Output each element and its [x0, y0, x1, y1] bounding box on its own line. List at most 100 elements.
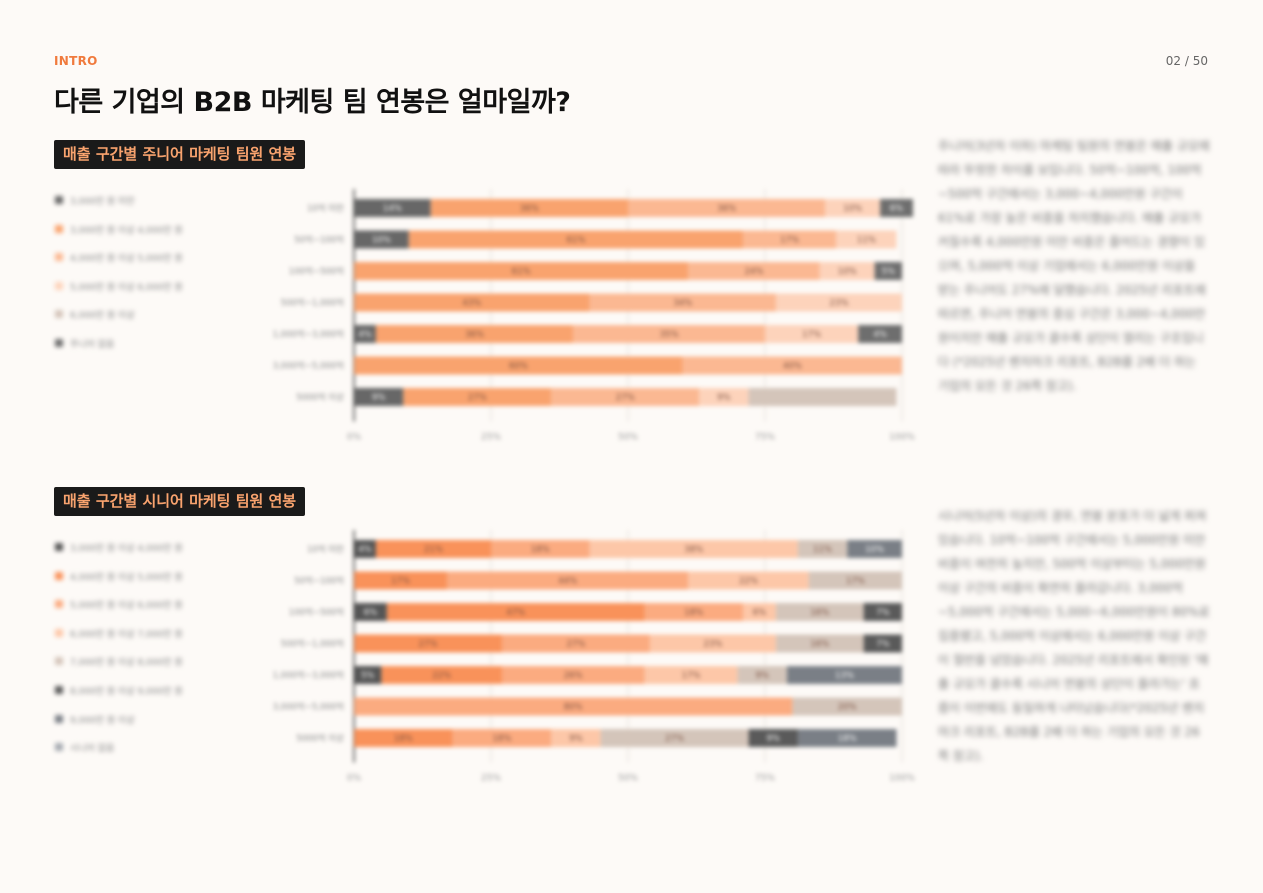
legend-swatch — [55, 600, 63, 609]
data-label: 20% — [838, 703, 857, 713]
data-label: 38% — [684, 545, 703, 555]
data-label: 26% — [564, 671, 583, 681]
data-label: 27% — [616, 393, 635, 403]
category-label: 500억~1,000억 — [281, 298, 344, 309]
legend-swatch — [55, 196, 63, 204]
legend-item: 주니어 없음 — [55, 337, 183, 366]
bar-segment — [743, 603, 776, 621]
bar-segment — [797, 729, 897, 747]
senior-salary-chart: 0% 25% 50% 75% 100% 10억 미만 4% 21% 18% 38% 11% 10% 50… — [273, 530, 915, 784]
x-tick-label: 25% — [481, 433, 501, 443]
data-label: 61% — [512, 267, 531, 277]
legend-item: 3,000만 원 이상 4,000만 원 — [55, 223, 183, 252]
data-label: 61% — [566, 236, 585, 246]
data-label: 27% — [566, 640, 585, 650]
legend-item: 4,000만 원 이상 5,000만 원 — [55, 251, 183, 280]
bar-segment — [501, 634, 650, 653]
category-label: 1,000억~3,000억 — [273, 329, 344, 340]
legend-label: 5,000만 원 이상 6,000만 원 — [70, 601, 183, 612]
legend-senior: 3,000만 원 이상 4,000만 원 4,000만 원 이상 5,000만 … — [55, 541, 183, 770]
data-label: 27% — [665, 734, 684, 744]
legend-item: 5,000만 원 이상 6,000만 원 — [55, 280, 183, 309]
bar-segment — [863, 634, 902, 653]
legend-label: 3,000만 원 미만 — [70, 197, 135, 207]
data-label: 24% — [745, 267, 764, 277]
category-label: 3,000억~5,000억 — [273, 702, 344, 713]
chart-label-junior: 매출 구간별 주니어 마케팅 팀원 연봉 — [54, 140, 306, 169]
bar-segment — [688, 571, 809, 590]
data-label: 40% — [783, 362, 802, 372]
category-label: 3,000억~5,000억 — [273, 361, 344, 372]
data-label: 4% — [358, 545, 372, 555]
bar-segment — [386, 603, 645, 621]
bar-segment — [748, 388, 897, 406]
data-label: 18% — [493, 734, 512, 744]
bar-segment — [354, 388, 404, 406]
bar-segment — [874, 262, 902, 280]
legend-label: 3,000만 원 이상 4,000만 원 — [70, 544, 183, 554]
bar-segment — [354, 571, 448, 590]
bar-segment — [375, 325, 574, 343]
legend-item: 6,000만 원 이상 7,000만 원 — [55, 627, 183, 656]
data-label: 6% — [364, 608, 378, 618]
junior-description: 주니어(3년차 이하) 마케팅 팀원의 연봉은 매출 규모에 따라 뚜렷한 차이… — [938, 139, 1210, 393]
legend-swatch — [55, 281, 63, 290]
data-label: 5% — [361, 671, 375, 681]
legend-item: 6,000만 원 이상 — [55, 308, 183, 337]
data-label: 23% — [830, 299, 849, 309]
data-label: 18% — [394, 734, 413, 744]
data-label: 27% — [468, 393, 487, 403]
bar-segment — [403, 388, 552, 406]
bar-segment — [644, 603, 744, 621]
legend-item: 3,000만 원 이상 4,000만 원 — [55, 541, 183, 570]
legend-swatch — [55, 338, 63, 347]
data-label: 18% — [531, 545, 550, 555]
legend-label: 주니어 없음 — [70, 339, 115, 350]
data-label: 13% — [835, 671, 854, 681]
bar-segment — [880, 199, 913, 217]
x-tick-label: 50% — [618, 433, 638, 443]
data-label: 36% — [717, 204, 736, 214]
bar-segment — [808, 571, 902, 590]
bar-segment — [354, 634, 502, 653]
bar-segment — [452, 729, 552, 747]
bar-segment — [430, 199, 628, 217]
legend-junior: 3,000만 원 미만 3,000만 원 이상 4,000만 원 4,000만 … — [55, 194, 183, 366]
data-label: 27% — [419, 640, 438, 650]
data-label: 17% — [846, 577, 865, 587]
bar-segment — [551, 729, 601, 747]
legend-label: 4,000만 원 이상 5,000만 원 — [70, 254, 183, 265]
bar-segment — [786, 666, 902, 684]
bar-segment — [381, 666, 502, 684]
data-label: 17% — [780, 236, 799, 246]
data-label: 10% — [838, 267, 857, 277]
data-label: 16% — [810, 640, 829, 650]
legend-item: 4,000만 원 이상 5,000만 원 — [55, 570, 183, 599]
category-label: 100억~500억 — [289, 607, 344, 618]
bar-segment — [600, 729, 749, 747]
bar-segment — [819, 262, 875, 280]
data-label: 6% — [890, 204, 904, 214]
x-tick-label: 75% — [755, 774, 775, 784]
data-label: 22% — [432, 671, 451, 681]
bar-segment — [354, 293, 590, 312]
x-tick-label: 100% — [889, 433, 915, 443]
bar-segment — [748, 729, 798, 747]
bar-segment — [501, 666, 645, 684]
page-title: 다른 기업의 B2B 마케팅 팀 연봉은 얼마일까? — [54, 87, 571, 118]
bar-segment — [354, 356, 683, 375]
bar-segment — [825, 199, 881, 217]
data-label: 9% — [717, 393, 731, 403]
data-label: 60% — [509, 362, 528, 372]
legend-item: 시니어 없음 — [55, 741, 183, 770]
data-label: 36% — [465, 330, 484, 340]
legend-item: 9,000만 원 이상 — [55, 713, 183, 742]
x-tick-label: 0% — [347, 433, 362, 443]
legend-item: 5,000만 원 이상 6,000만 원 — [55, 598, 183, 627]
bar-segment — [863, 603, 902, 621]
data-label: 10% — [843, 204, 862, 214]
legend-swatch — [55, 253, 63, 262]
legend-label: 8,000만 원 이상 9,000만 원 — [70, 686, 183, 697]
bar-segment — [699, 388, 749, 406]
data-label: 6% — [753, 608, 767, 618]
